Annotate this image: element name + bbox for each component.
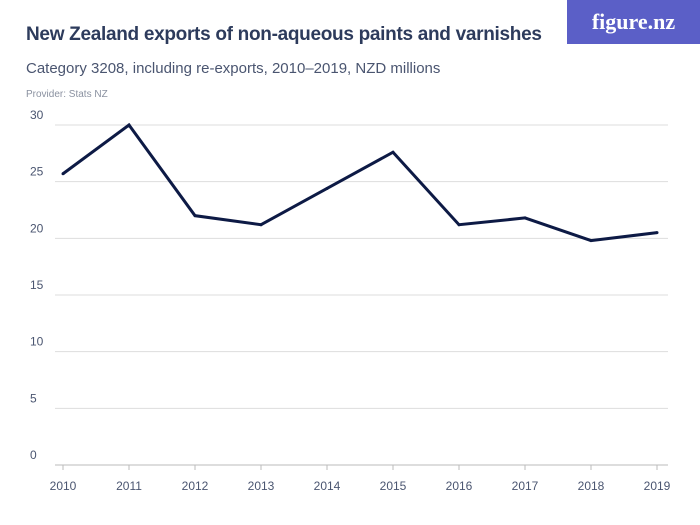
x-tick-label: 2011 [116, 479, 142, 493]
x-tick-label: 2012 [182, 479, 209, 493]
figure-nz-logo[interactable]: figure.nz [567, 0, 700, 44]
x-tick-label: 2016 [446, 479, 473, 493]
provider-label: Provider: Stats NZ [26, 89, 108, 100]
data-point [127, 123, 131, 127]
data-point [589, 239, 593, 243]
x-tick-label: 2014 [314, 479, 341, 493]
x-tick-label: 2015 [380, 479, 407, 493]
chart-subtitle: Category 3208, including re-exports, 201… [26, 60, 441, 77]
x-tick-label: 2010 [50, 479, 77, 493]
data-point [457, 223, 461, 227]
data-point [523, 216, 527, 220]
y-tick-label: 25 [30, 165, 44, 179]
y-tick-label: 5 [30, 391, 37, 405]
data-point [259, 223, 263, 227]
x-tick-label: 2013 [248, 479, 275, 493]
data-point [325, 186, 329, 190]
x-tick-label: 2019 [644, 479, 671, 493]
data-point [61, 172, 65, 176]
y-tick-label: 15 [30, 278, 44, 292]
series-line [62, 122, 658, 243]
y-tick-label: 10 [30, 335, 44, 349]
data-point [655, 231, 659, 235]
y-tick-label: 0 [30, 448, 37, 462]
x-tick-label: 2018 [578, 479, 605, 493]
x-tick-label: 2017 [512, 479, 539, 493]
chart-title: New Zealand exports of non-aqueous paint… [26, 24, 542, 45]
y-tick-label: 20 [30, 221, 44, 235]
data-point [391, 150, 395, 154]
data-point [193, 214, 197, 218]
y-tick-label: 30 [30, 108, 44, 122]
